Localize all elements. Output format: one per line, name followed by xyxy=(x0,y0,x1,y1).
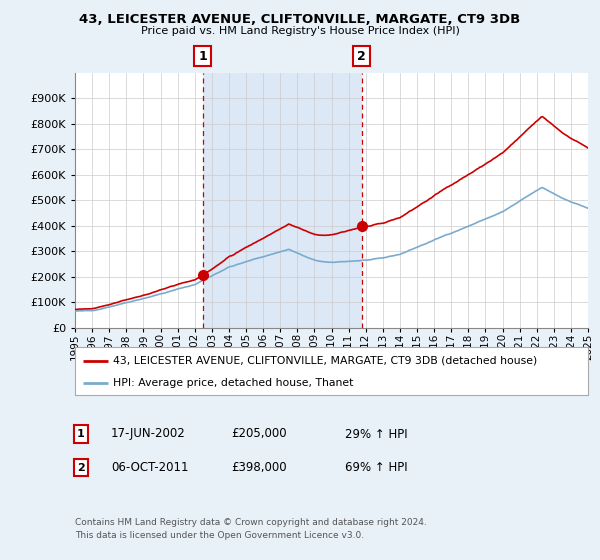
Text: HPI: Average price, detached house, Thanet: HPI: Average price, detached house, Than… xyxy=(113,378,354,388)
Text: 43, LEICESTER AVENUE, CLIFTONVILLE, MARGATE, CT9 3DB (detached house): 43, LEICESTER AVENUE, CLIFTONVILLE, MARG… xyxy=(113,356,538,366)
Bar xyxy=(203,73,362,328)
Text: 17-JUN-2002: 17-JUN-2002 xyxy=(111,427,186,441)
Text: 06-OCT-2011: 06-OCT-2011 xyxy=(111,461,188,474)
Text: 43, LEICESTER AVENUE, CLIFTONVILLE, MARGATE, CT9 3DB: 43, LEICESTER AVENUE, CLIFTONVILLE, MARG… xyxy=(79,13,521,26)
Text: £205,000: £205,000 xyxy=(231,427,287,441)
Text: Price paid vs. HM Land Registry's House Price Index (HPI): Price paid vs. HM Land Registry's House … xyxy=(140,26,460,36)
Text: Contains HM Land Registry data © Crown copyright and database right 2024.
This d: Contains HM Land Registry data © Crown c… xyxy=(75,519,427,540)
Text: 2: 2 xyxy=(77,463,85,473)
Text: 69% ↑ HPI: 69% ↑ HPI xyxy=(345,461,407,474)
Text: 1: 1 xyxy=(198,49,207,63)
Text: 29% ↑ HPI: 29% ↑ HPI xyxy=(345,427,407,441)
Text: £398,000: £398,000 xyxy=(231,461,287,474)
Text: 1: 1 xyxy=(77,429,85,439)
Text: 2: 2 xyxy=(357,49,366,63)
